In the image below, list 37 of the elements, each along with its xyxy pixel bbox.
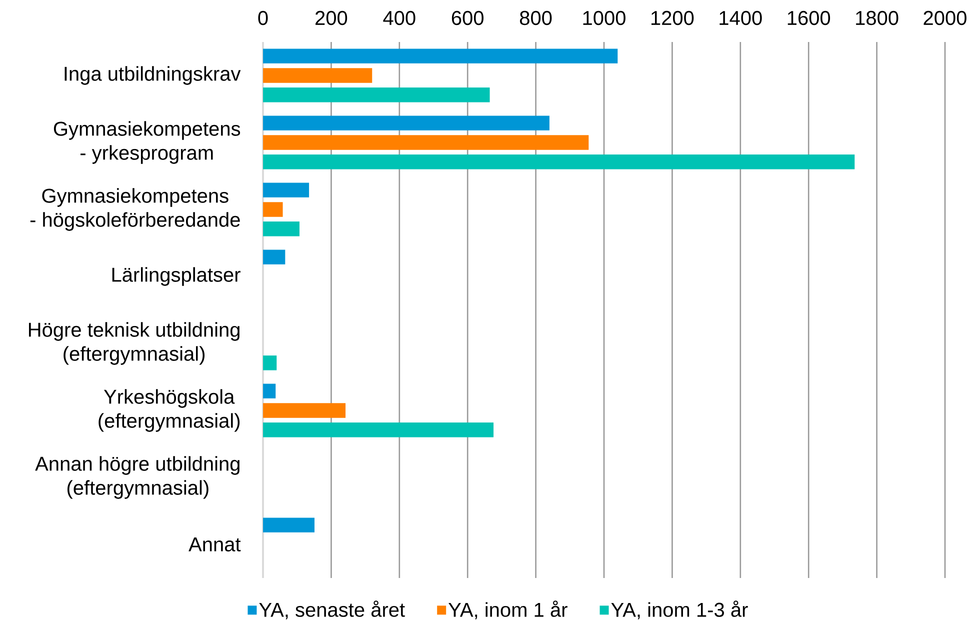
bar [263,222,300,236]
legend-label: YA, inom 1-3 år [611,600,748,620]
bar [263,356,277,370]
bar [263,202,283,217]
y-tick-label: Gymnasiekompetens - högskoleförberedande [30,188,240,231]
legend-label: YA, inom 1 år [448,600,568,620]
bar [263,116,550,130]
y-tick-label: Annat [188,538,241,552]
y-tick-label: Gymnasiekompetens - yrkesprogram [54,121,240,164]
x-tick-label: 0 [258,10,268,26]
y-tick-label: Inga utbildningskrav [64,66,241,85]
y-tick-label: Annan högre utbildning (eftergymnasial) [35,456,240,499]
bar [263,403,346,418]
x-tick-label: 1600 [788,10,830,26]
x-tick-label: 600 [452,10,484,26]
bar [263,422,494,438]
bar [263,48,618,64]
x-tick-label: 1200 [651,10,694,26]
x-tick-label: 1000 [583,10,626,26]
bar [263,518,314,532]
x-tick-label: 200 [316,10,348,26]
x-tick-label: 800 [520,10,552,26]
x-tick-label: 1800 [856,10,898,26]
bar [263,68,372,83]
bar [263,88,490,102]
y-tick-label: Högre teknisk utbildning (eftergymnasial) [28,322,240,365]
x-tick-label: 400 [383,10,416,26]
bar [263,135,589,150]
x-tick-label: 2000 [924,10,966,26]
bar [263,250,286,264]
bar [263,154,855,170]
y-tick-label: Lärlingsplatser [112,267,240,286]
x-tick-label: 1400 [720,10,762,26]
bar [263,384,276,398]
legend-label: YA, senaste året [259,600,405,620]
bar [263,182,310,198]
y-tick-label: Yrkeshögskola (eftergymnasial) [98,389,240,432]
